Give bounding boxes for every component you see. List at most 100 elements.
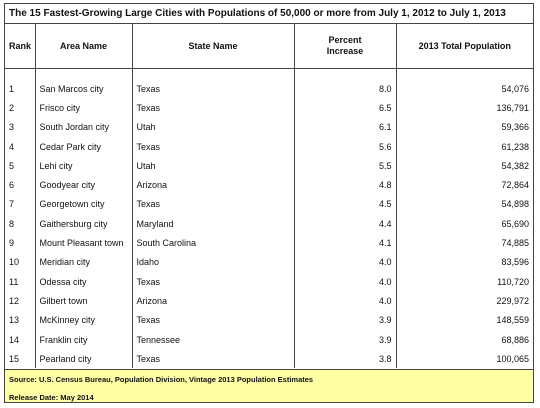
cell-rank: 11 bbox=[5, 271, 36, 292]
cell-percent-increase: 4.0 bbox=[294, 291, 397, 311]
table-row: 2 Frisco city Texas 6.5 136,791 bbox=[5, 98, 533, 118]
cell-area-name: San Marcos city bbox=[35, 68, 133, 99]
cell-state-name: Texas bbox=[132, 310, 295, 330]
table-title: The 15 Fastest-Growing Large Cities with… bbox=[5, 4, 533, 24]
footer-note: Source: U.S. Census Bureau, Population D… bbox=[5, 369, 533, 402]
cell-area-name: Lehi city bbox=[35, 156, 133, 176]
table-frame: The 15 Fastest-Growing Large Cities with… bbox=[4, 3, 534, 403]
cell-area-name: Gaithersburg city bbox=[35, 214, 133, 234]
table-row: 4 Cedar Park city Texas 5.6 61,238 bbox=[5, 136, 533, 157]
cell-state-name: Texas bbox=[132, 194, 295, 215]
table-row: 14 Franklin city Tennessee 3.9 68,886 bbox=[5, 329, 533, 350]
cell-percent-increase: 4.0 bbox=[294, 271, 397, 292]
cell-rank: 4 bbox=[5, 136, 36, 157]
cell-total-population: 54,898 bbox=[501, 199, 529, 210]
cell-percent-increase: 8.0 bbox=[294, 68, 397, 99]
cell-state-name: Arizona bbox=[132, 291, 295, 311]
cell-percent-increase: 5.5 bbox=[294, 156, 397, 176]
table-row: 9 Mount Pleasant town South Carolina 4.1 74,… bbox=[5, 233, 533, 253]
cell-area-name: Cedar Park city bbox=[35, 136, 133, 157]
cities-table: Rank Area Name State Name Percent Increa… bbox=[5, 24, 533, 369]
cell-total-population: 229,972 bbox=[496, 295, 529, 306]
cell-percent-increase: 4.4 bbox=[294, 214, 397, 234]
cell-area-name: Meridian city bbox=[35, 252, 133, 272]
cell-area-name: Gilbert town bbox=[35, 291, 133, 311]
cell-state-name: South Carolina bbox=[132, 233, 295, 253]
header-percent-line2: Increase bbox=[326, 46, 364, 56]
cell-area-name: Pearland city bbox=[35, 349, 133, 369]
cell-rank: 9 bbox=[5, 233, 36, 253]
cell-percent-increase: 5.6 bbox=[294, 136, 397, 157]
cell-total-population: 54,076 bbox=[501, 83, 529, 94]
cell-area-name: South Jordan city bbox=[35, 117, 133, 137]
cell-total-population: 110,720 bbox=[497, 276, 529, 287]
cell-rank: 13 bbox=[5, 310, 36, 330]
cell-percent-increase: 3.8 bbox=[294, 349, 397, 369]
cell-rank: 7 bbox=[5, 194, 36, 215]
cell-total-population: 83,596 bbox=[501, 257, 529, 268]
table-row: 7 Georgetown city Texas 4.5 54,898 bbox=[5, 194, 533, 215]
table-body: 1 San Marcos city Texas 8.0 54,076 2 Frisco ci… bbox=[5, 68, 533, 369]
cell-state-name: Texas bbox=[132, 68, 295, 99]
cell-area-name: Frisco city bbox=[35, 98, 133, 118]
cell-state-name: Utah bbox=[132, 117, 295, 137]
table-row: 10 Meridian city Idaho 4.0 83,596 bbox=[5, 252, 533, 272]
cell-total-population: 72,864 bbox=[501, 180, 529, 191]
cell-total-population: 61,238 bbox=[501, 141, 529, 152]
cell-percent-increase: 3.9 bbox=[294, 310, 397, 330]
header-percent-line1: Percent bbox=[328, 35, 362, 45]
cell-rank: 12 bbox=[5, 291, 36, 311]
cell-rank: 10 bbox=[5, 252, 36, 272]
cell-rank: 15 bbox=[5, 349, 36, 369]
cell-state-name: Utah bbox=[132, 156, 295, 176]
cell-area-name: Georgetown city bbox=[35, 194, 133, 215]
header-row: Rank Area Name State Name Percent Increa… bbox=[5, 24, 533, 69]
table-row: 6 Goodyear city Arizona 4.8 72,864 bbox=[5, 175, 533, 195]
cell-rank: 5 bbox=[5, 156, 36, 176]
cell-state-name: Texas bbox=[132, 349, 295, 369]
table-row: 8 Gaithersburg city Maryland 4.4 65,690 bbox=[5, 214, 533, 234]
cell-state-name: Texas bbox=[132, 271, 295, 292]
cell-total-population: 136,791 bbox=[496, 102, 529, 113]
cell-percent-increase: 4.1 bbox=[294, 233, 397, 253]
cell-area-name: Franklin city bbox=[35, 329, 133, 350]
cell-percent-increase: 6.1 bbox=[294, 117, 397, 137]
cell-state-name: Maryland bbox=[132, 214, 295, 234]
cell-total-population: 59,366 bbox=[501, 122, 529, 133]
cell-total-population: 100,065 bbox=[496, 353, 529, 364]
cell-rank: 3 bbox=[5, 117, 36, 137]
table-row: 1 San Marcos city Texas 8.0 54,076 bbox=[5, 68, 533, 99]
cell-area-name: Goodyear city bbox=[35, 175, 133, 195]
cell-rank: 6 bbox=[5, 175, 36, 195]
cell-percent-increase: 3.9 bbox=[294, 329, 397, 350]
cell-area-name: Mount Pleasant town bbox=[35, 233, 133, 253]
table-row: 12 Gilbert town Arizona 4.0 229,972 bbox=[5, 291, 533, 311]
cell-state-name: Tennessee bbox=[132, 329, 295, 350]
cell-total-population: 148,559 bbox=[496, 315, 529, 326]
header-state-name: State Name bbox=[132, 24, 295, 69]
cell-percent-increase: 4.0 bbox=[294, 252, 397, 272]
header-rank: Rank bbox=[5, 24, 36, 69]
footer-release-date: Release Date: May 2014 bbox=[9, 393, 94, 402]
cell-state-name: Texas bbox=[132, 136, 295, 157]
cell-area-name: McKinney city bbox=[35, 310, 133, 330]
cell-total-population: 65,690 bbox=[501, 218, 529, 229]
cell-percent-increase: 4.8 bbox=[294, 175, 397, 195]
table-row: 11 Odessa city Texas 4.0 110,720 bbox=[5, 271, 533, 292]
table-row: 5 Lehi city Utah 5.5 54,382 bbox=[5, 156, 533, 176]
cell-state-name: Texas bbox=[132, 98, 295, 118]
header-area-name: Area Name bbox=[35, 24, 133, 69]
cell-percent-increase: 4.5 bbox=[294, 194, 397, 215]
cell-total-population: 74,885 bbox=[501, 238, 529, 249]
cell-percent-increase: 6.5 bbox=[294, 98, 397, 118]
header-percent-increase: Percent Increase bbox=[294, 24, 397, 69]
table-row: 15 Pearland city Texas 3.8 100,065 bbox=[5, 349, 533, 369]
table-row: 3 South Jordan city Utah 6.1 59,366 bbox=[5, 117, 533, 137]
cell-area-name: Odessa city bbox=[35, 271, 133, 292]
cell-rank: 8 bbox=[5, 214, 36, 234]
cell-rank: 1 bbox=[5, 68, 36, 99]
cell-total-population: 68,886 bbox=[501, 334, 529, 345]
cell-state-name: Arizona bbox=[132, 175, 295, 195]
cell-rank: 14 bbox=[5, 329, 36, 350]
cell-state-name: Idaho bbox=[132, 252, 295, 272]
